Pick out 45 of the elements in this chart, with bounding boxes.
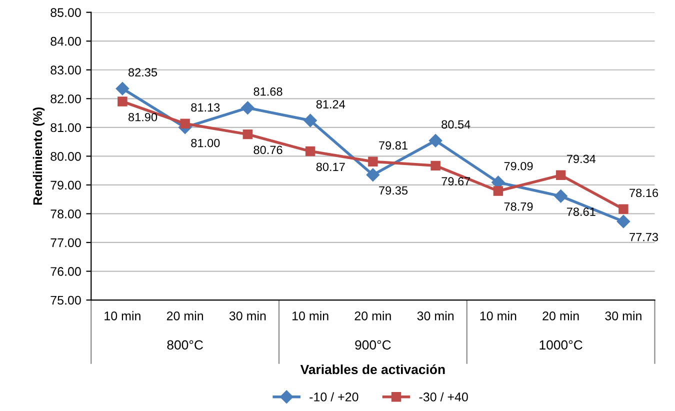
x-axis-title: Variables de activación	[300, 364, 445, 374]
y-tick-label: 83.00	[50, 66, 81, 75]
data-label: 78.79	[504, 202, 533, 211]
x-tick-label: 10 min	[292, 311, 328, 320]
y-tick-label: 82.00	[50, 94, 81, 104]
data-label: 79.35	[379, 186, 408, 195]
data-label: 77.73	[630, 232, 658, 242]
data-label: 79.67	[442, 177, 470, 186]
legend-label: -30 / +40	[419, 392, 468, 402]
y-tick-label: 84.00	[50, 36, 81, 46]
data-label: 78.16	[630, 188, 658, 198]
y-tick-label: 75.00	[50, 296, 81, 305]
x-tick-label: 30 min	[229, 311, 266, 320]
x-tick-label: 20 min	[354, 311, 391, 320]
text: 1000°C	[540, 340, 582, 350]
data-label: 79.09	[504, 162, 533, 170]
data-label: 80.76	[254, 146, 282, 154]
y-tick-label: 78.00	[50, 210, 81, 218]
x-tick-label: 20 min	[166, 311, 204, 320]
data-label: 79.34	[566, 154, 596, 164]
x-tick-label: 30 min	[605, 311, 642, 320]
data-label: 79.81	[379, 141, 408, 150]
text: 800°C	[167, 340, 203, 350]
data-label: 81.24	[316, 100, 346, 108]
x-tick-label: 20 min	[542, 311, 579, 320]
y-axis-title: Rendimiento (%)	[32, 107, 45, 205]
y-tick-label: 81.00	[50, 123, 81, 132]
data-label: 81.68	[254, 87, 282, 96]
x-tick-label: 10 min	[480, 311, 516, 320]
data-label: 81.13	[191, 103, 220, 112]
data-label: 80.17	[316, 162, 345, 172]
data-label: 80.54	[442, 120, 470, 129]
text: 900°C	[355, 340, 391, 350]
y-tick-label: 79.00	[50, 180, 81, 190]
y-tick-label: 80.00	[50, 152, 81, 161]
data-label: 81.90	[128, 112, 158, 122]
data-label: 81.00	[191, 138, 220, 148]
x-tick-label: 30 min	[417, 311, 454, 320]
y-tick-label: 85.00	[50, 8, 81, 17]
y-tick-label: 77.00	[50, 238, 81, 248]
y-tick-label: 76.00	[50, 267, 81, 276]
x-tick-label: 10 min	[104, 311, 140, 320]
data-label: 82.35	[128, 68, 158, 77]
legend-label: -10 / +20	[310, 392, 358, 402]
data-label: 78.61	[566, 208, 596, 216]
